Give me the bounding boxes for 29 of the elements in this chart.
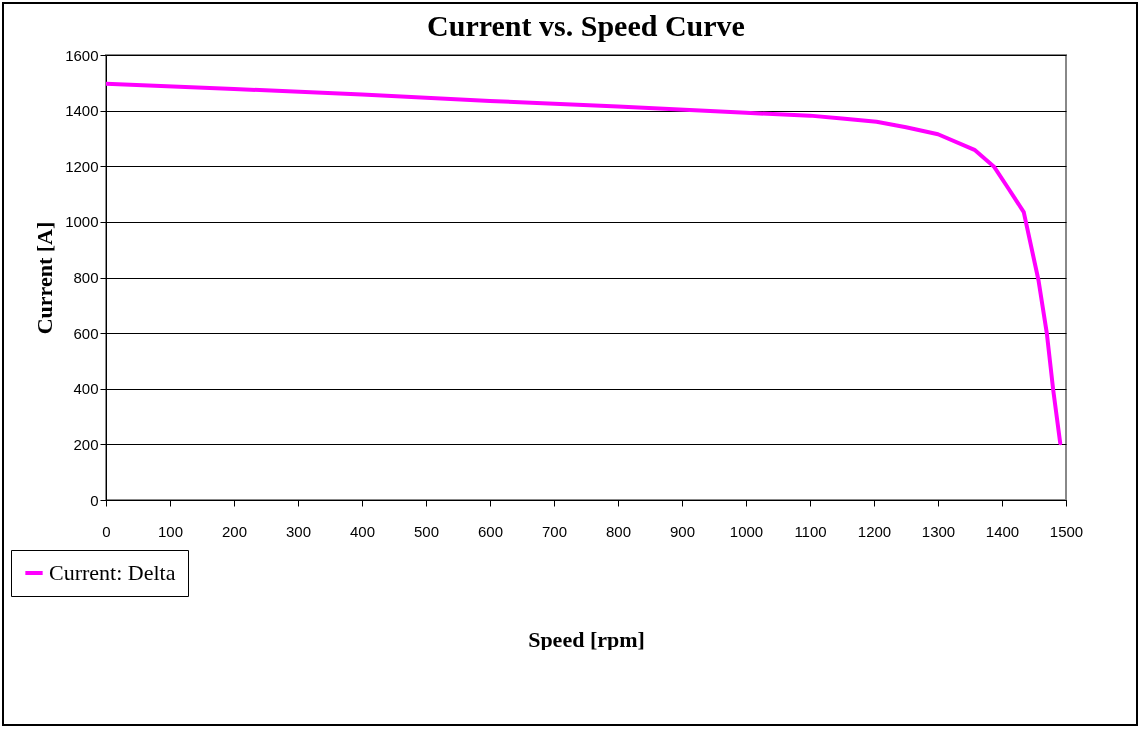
y-tick-label: 800	[73, 269, 99, 286]
x-tick-label: 300	[285, 522, 312, 540]
line-series	[106, 81, 1063, 446]
y-tick-label: 1200	[65, 157, 99, 175]
x-tick-label: 400	[349, 522, 376, 540]
chart-title: Current vs. Speed Curve	[427, 9, 745, 42]
y-tick-label: 1400	[65, 102, 99, 120]
y-tick-label: 1600	[65, 46, 99, 64]
x-tick-label: 500	[413, 522, 440, 540]
legend-label: Current: Delta	[49, 560, 176, 585]
y-tick-label: 1000	[65, 213, 99, 231]
x-tick-label: 900	[669, 522, 696, 540]
y-tick-label: 200	[73, 435, 99, 453]
x-tick-label: 800	[605, 522, 632, 540]
x-tick-label: 1100	[794, 522, 827, 540]
y-axis-title: Current [A]	[32, 221, 58, 335]
y-tick-label: 400	[73, 380, 99, 398]
x-tick-label: 700	[541, 522, 568, 540]
x-tick-label: 1300	[921, 522, 956, 540]
x-tick-label: 0	[102, 522, 111, 540]
y-tick-label: 0	[90, 491, 99, 509]
x-tick-label: 200	[221, 522, 248, 540]
x-tick-label: 100	[157, 522, 184, 540]
x-tick-label: 600	[477, 522, 504, 540]
x-tick-label: 1200	[857, 522, 892, 540]
x-tick-label: 1000	[729, 522, 764, 540]
x-tick-label: 1400	[985, 522, 1020, 540]
x-tick-label: 1500	[1049, 522, 1084, 540]
y-tick-label: 600	[73, 324, 99, 342]
